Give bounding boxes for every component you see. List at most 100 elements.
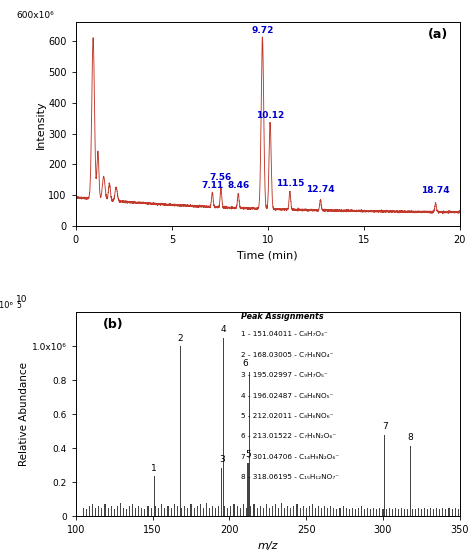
Bar [352, 508, 353, 516]
Bar [120, 502, 121, 516]
Bar [355, 509, 356, 516]
Bar [223, 337, 224, 516]
Bar [141, 508, 142, 516]
Bar [218, 506, 219, 516]
Bar [421, 509, 422, 516]
Bar [321, 508, 322, 516]
Bar [247, 462, 248, 516]
Bar [167, 506, 169, 516]
Bar [349, 509, 350, 516]
Text: 1: 1 [151, 464, 157, 473]
Bar [446, 509, 447, 516]
Bar [200, 504, 201, 516]
Bar [104, 504, 106, 516]
Text: 3 - 195.02997 - C₉H₇O₅⁻: 3 - 195.02997 - C₉H₇O₅⁻ [241, 372, 328, 379]
Bar [333, 508, 334, 516]
Bar [373, 508, 374, 516]
Bar [254, 504, 255, 516]
Bar [415, 509, 416, 516]
Bar [296, 504, 298, 516]
Bar [407, 509, 408, 516]
Bar [379, 508, 381, 516]
Bar [155, 506, 156, 516]
Bar [324, 506, 325, 516]
Bar [287, 506, 288, 516]
Text: 8: 8 [408, 433, 414, 442]
Bar [187, 508, 189, 516]
Bar [376, 509, 377, 516]
Y-axis label: Intensity: Intensity [36, 100, 46, 149]
Bar [401, 508, 402, 516]
Text: x10⁶: x10⁶ [0, 301, 14, 310]
Bar [367, 508, 368, 516]
Bar [173, 504, 174, 516]
Bar [395, 508, 396, 516]
Bar [250, 506, 251, 516]
Bar [389, 508, 390, 516]
Bar [266, 504, 267, 516]
Bar [256, 508, 257, 516]
Bar [126, 509, 127, 516]
Bar [318, 506, 319, 516]
Text: 3: 3 [219, 455, 225, 465]
Text: 5: 5 [16, 301, 21, 310]
Bar [424, 508, 425, 516]
Bar [164, 508, 165, 516]
Text: 2 - 168.03005 - C₇H₆NO₄⁻: 2 - 168.03005 - C₇H₆NO₄⁻ [241, 352, 333, 358]
Text: 2: 2 [177, 334, 183, 342]
Text: 7.11: 7.11 [201, 181, 223, 190]
Bar [427, 509, 428, 516]
Bar [312, 504, 313, 516]
Text: 18.74: 18.74 [421, 186, 450, 195]
Bar [246, 508, 247, 516]
Bar [436, 508, 438, 516]
Bar [145, 509, 146, 516]
Text: 5: 5 [245, 450, 251, 459]
Text: 9.72: 9.72 [251, 26, 273, 35]
Bar [385, 509, 387, 516]
Bar [184, 506, 185, 516]
Bar [455, 508, 456, 516]
Bar [108, 508, 109, 516]
Bar [135, 508, 136, 516]
Text: 6 - 213.01522 - C₇H₅N₂O₆⁻: 6 - 213.01522 - C₇H₅N₂O₆⁻ [241, 433, 336, 440]
Text: 7.56: 7.56 [210, 173, 232, 182]
Bar [138, 506, 139, 516]
Bar [398, 509, 399, 516]
Bar [180, 346, 181, 516]
Bar [339, 508, 340, 516]
Bar [343, 506, 344, 516]
Bar [158, 508, 159, 516]
Bar [392, 509, 393, 516]
Text: 6: 6 [242, 359, 248, 368]
Bar [151, 508, 152, 516]
Bar [404, 509, 405, 516]
Bar [234, 504, 235, 516]
Bar [240, 508, 241, 516]
Bar [302, 506, 304, 516]
Bar [212, 506, 213, 516]
Bar [209, 508, 210, 516]
Text: 11.15: 11.15 [276, 179, 304, 188]
Bar [269, 508, 270, 516]
Bar [95, 508, 96, 516]
Bar [89, 506, 90, 516]
Bar [439, 509, 440, 516]
Text: 10: 10 [16, 295, 28, 304]
Text: 1 - 151.04011 - C₈H₇O₃⁻: 1 - 151.04011 - C₈H₇O₃⁻ [241, 331, 328, 337]
Bar [177, 506, 178, 516]
Bar [206, 502, 207, 516]
Bar [410, 446, 411, 516]
Bar [272, 506, 273, 516]
Text: 4 - 196.02487 - C₈H₆NO₅⁻: 4 - 196.02487 - C₈H₆NO₅⁻ [241, 393, 333, 398]
Bar [300, 508, 301, 516]
Bar [358, 508, 359, 516]
Bar [458, 509, 459, 516]
Bar [129, 506, 130, 516]
Bar [114, 509, 115, 516]
Bar [193, 508, 195, 516]
Text: 5 - 212.02011 - C₈H₆NO₆⁻: 5 - 212.02011 - C₈H₆NO₆⁻ [241, 413, 333, 419]
Text: 600x10⁶: 600x10⁶ [16, 11, 54, 20]
Bar [290, 508, 292, 516]
Bar [315, 508, 316, 516]
